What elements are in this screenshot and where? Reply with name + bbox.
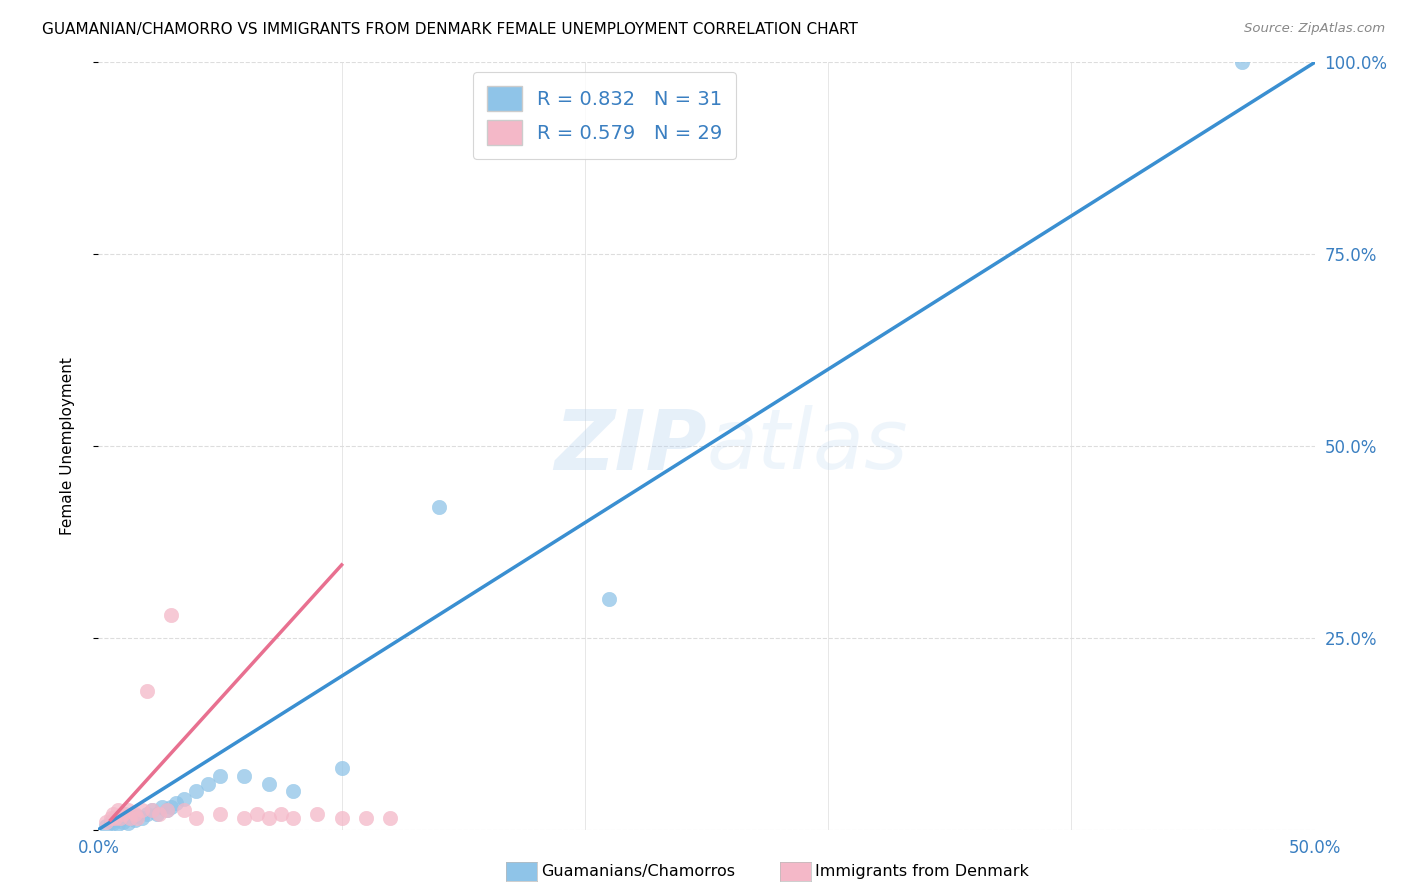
Text: Guamanians/Chamorros: Guamanians/Chamorros [541,864,735,879]
Point [107,804,129,818]
Point [101,807,124,822]
Point [209,769,232,783]
Point [1230,55,1253,70]
Point [118,811,141,825]
Point [111,814,134,829]
Point [184,784,207,798]
Point [104,814,127,828]
Point [307,807,329,822]
Point [281,784,304,798]
Point [173,804,195,818]
Point [124,814,146,828]
Point [155,804,177,818]
Point [257,776,280,790]
Point [209,807,232,822]
Point [104,811,127,825]
Point [427,500,450,515]
Point [127,811,149,825]
Point [124,807,146,822]
Point [173,792,195,806]
Text: Immigrants from Denmark: Immigrants from Denmark [815,864,1029,879]
Point [136,807,159,822]
Point [127,809,149,823]
Legend: R = 0.832   N = 31, R = 0.579   N = 29: R = 0.832 N = 31, R = 0.579 N = 29 [472,72,735,159]
Text: Source: ZipAtlas.com: Source: ZipAtlas.com [1244,22,1385,36]
Point [107,817,129,831]
Point [330,761,353,775]
Point [330,811,353,825]
Point [131,811,153,825]
Point [598,592,620,607]
Point [160,799,183,814]
Text: atlas: atlas [707,406,908,486]
Point [148,807,170,822]
Point [94,819,117,833]
Point [155,804,177,818]
Point [354,811,377,825]
Point [114,807,136,822]
Point [146,807,169,822]
Point [184,811,207,825]
Point [197,776,219,790]
Point [150,799,173,814]
Point [281,811,304,825]
Point [94,814,117,829]
Point [101,816,124,830]
Point [110,811,132,825]
Point [118,811,141,825]
Point [111,807,134,822]
Point [136,684,159,698]
Point [160,607,183,622]
Point [245,807,267,822]
Point [131,804,153,818]
Point [117,816,139,830]
Point [141,804,163,818]
Point [233,811,256,825]
Point [380,811,402,825]
Text: ZIP: ZIP [554,406,707,486]
Point [233,769,256,783]
Y-axis label: Female Unemployment: Female Unemployment [60,357,75,535]
Point [100,811,122,825]
Point [165,796,187,810]
Point [110,811,132,825]
Point [257,811,280,825]
Point [141,804,163,818]
Point [117,804,139,818]
Point [270,807,292,822]
Text: GUAMANIAN/CHAMORRO VS IMMIGRANTS FROM DENMARK FEMALE UNEMPLOYMENT CORRELATION CH: GUAMANIAN/CHAMORRO VS IMMIGRANTS FROM DE… [42,22,858,37]
Point [100,814,122,829]
